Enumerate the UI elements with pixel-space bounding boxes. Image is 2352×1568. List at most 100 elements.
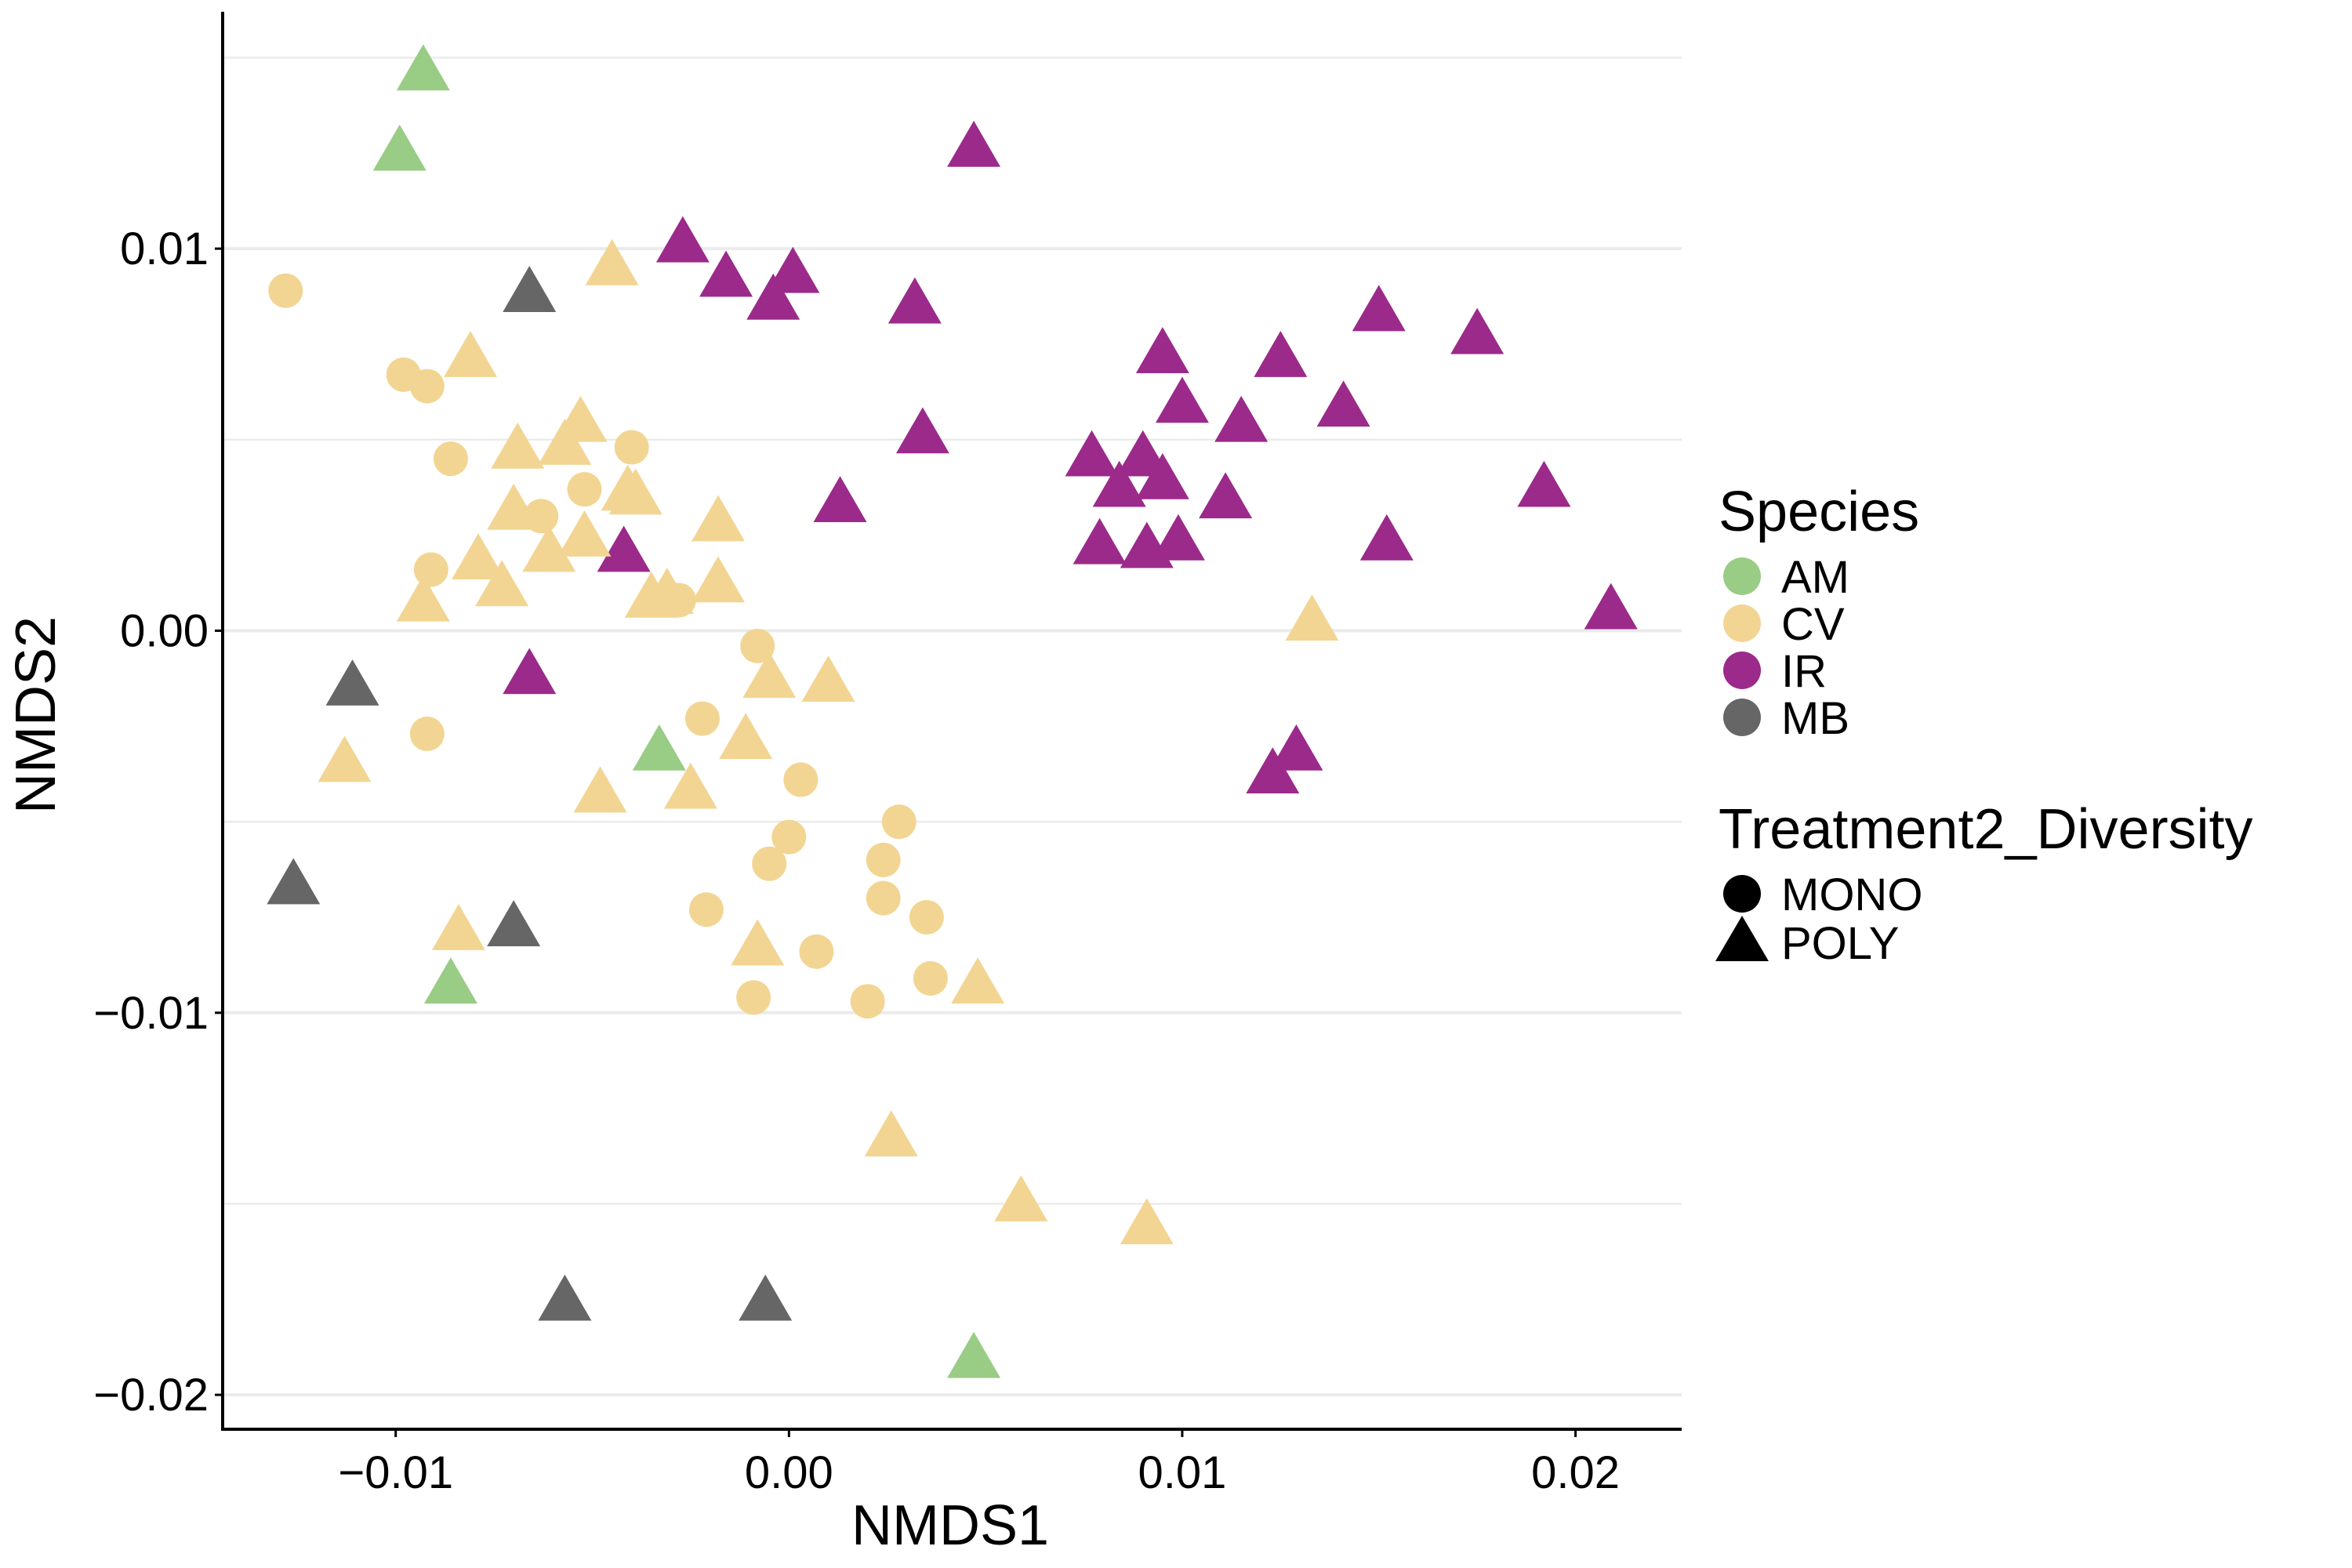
point-cv-mono xyxy=(909,899,944,935)
point-cv-poly xyxy=(557,510,612,557)
point-cv-poly xyxy=(1285,594,1339,641)
point-am-poly xyxy=(423,957,477,1004)
x-tick-label: −0.01 xyxy=(338,1447,453,1498)
point-cv-mono xyxy=(881,804,916,840)
point-cv-poly xyxy=(318,735,372,782)
point-ir-poly xyxy=(1450,307,1504,354)
point-am-poly xyxy=(632,724,686,771)
point-cv-poly xyxy=(491,422,545,469)
point-cv-poly xyxy=(742,652,797,699)
point-cv-poly xyxy=(731,919,785,966)
legend-key-circle xyxy=(1723,875,1761,913)
point-cv-poly xyxy=(640,568,694,614)
point-ir-poly xyxy=(887,277,942,324)
point-cv-mono xyxy=(799,934,834,969)
point-cv-mono xyxy=(614,430,649,465)
point-cv-poly xyxy=(801,655,855,702)
point-ir-poly xyxy=(1151,514,1205,561)
point-cv-poly xyxy=(994,1175,1048,1221)
legend-key-mb xyxy=(1723,699,1761,736)
point-mb-poly xyxy=(739,1274,793,1321)
point-ir-poly xyxy=(895,407,949,454)
point-mb-poly xyxy=(503,266,557,312)
point-ir-poly xyxy=(1359,514,1414,561)
point-ir-poly xyxy=(1517,460,1571,507)
legend-title-diversity: Treatment2_Diversity xyxy=(1719,798,2253,861)
point-cv-poly xyxy=(431,904,485,950)
point-ir-poly xyxy=(597,525,651,572)
legend-label-mb: MB xyxy=(1781,693,1849,744)
point-ir-poly xyxy=(1199,472,1253,519)
point-ir-poly xyxy=(1135,327,1189,373)
point-cv-mono xyxy=(783,762,818,797)
point-ir-poly xyxy=(766,246,820,293)
point-ir-poly xyxy=(947,120,1001,167)
point-cv-poly xyxy=(719,713,773,760)
point-cv-poly xyxy=(573,766,627,813)
x-axis-title: NMDS1 xyxy=(851,1494,1049,1557)
point-cv-mono xyxy=(850,984,885,1019)
x-tick-label: 0.00 xyxy=(745,1447,833,1498)
legend-key-triangle xyxy=(1715,916,1769,961)
point-cv-poly xyxy=(585,239,639,285)
point-cv-mono xyxy=(866,880,901,916)
point-am-poly xyxy=(396,44,450,91)
point-cv-mono xyxy=(433,441,468,477)
point-cv-poly xyxy=(864,1110,918,1156)
point-cv-mono xyxy=(736,980,771,1015)
point-ir-poly xyxy=(1269,724,1323,771)
point-am-poly xyxy=(372,124,426,171)
point-cv-poly xyxy=(444,331,498,377)
point-cv-poly xyxy=(475,560,529,607)
point-cv-mono xyxy=(740,628,775,663)
point-cv-poly xyxy=(691,495,746,542)
point-cv-poly xyxy=(538,419,592,465)
y-tick-label: 0.00 xyxy=(120,605,209,656)
legend-key-cv xyxy=(1723,604,1761,642)
point-ir-poly xyxy=(699,250,753,297)
data-points xyxy=(267,44,1638,1378)
point-ir-poly xyxy=(1246,747,1300,794)
point-cv-mono xyxy=(567,472,602,507)
y-tick-label: 0.01 xyxy=(120,223,209,274)
y-tick-label: −0.01 xyxy=(93,988,209,1039)
point-ir-poly xyxy=(746,273,800,320)
point-cv-poly xyxy=(452,533,506,580)
point-ir-poly xyxy=(1065,430,1119,477)
point-ir-poly xyxy=(1092,460,1146,507)
point-cv-poly xyxy=(396,575,450,622)
point-cv-poly xyxy=(691,556,746,603)
point-cv-mono xyxy=(409,717,445,752)
x-tick-label: 0.01 xyxy=(1138,1447,1227,1498)
point-ir-poly xyxy=(1254,331,1308,377)
point-ir-poly xyxy=(1316,380,1370,427)
point-cv-mono xyxy=(913,960,948,996)
legend-label-am: AM xyxy=(1781,552,1849,603)
point-am-poly xyxy=(947,1331,1001,1378)
legend-label-mono: MONO xyxy=(1781,869,1922,920)
y-axis-title: NMDS2 xyxy=(5,616,67,814)
point-cv-mono xyxy=(771,819,807,855)
point-cv-poly xyxy=(1120,1198,1174,1245)
point-cv-poly xyxy=(487,483,541,530)
point-cv-poly xyxy=(951,957,1005,1004)
x-tick-label: 0.02 xyxy=(1531,1447,1620,1498)
point-cv-mono xyxy=(866,842,901,877)
legend-key-ir xyxy=(1723,652,1761,689)
legend-label-cv: CV xyxy=(1781,599,1845,650)
point-ir-poly xyxy=(1155,376,1209,423)
point-ir-poly xyxy=(1135,452,1189,499)
point-mb-poly xyxy=(538,1274,592,1321)
point-cv-mono xyxy=(413,552,448,587)
point-ir-poly xyxy=(1584,583,1638,630)
point-ir-poly xyxy=(813,476,867,523)
point-mb-poly xyxy=(267,858,321,905)
point-ir-poly xyxy=(1352,285,1406,332)
point-mb-poly xyxy=(325,659,379,706)
point-cv-mono xyxy=(688,892,724,927)
point-cv-poly xyxy=(522,525,576,572)
point-cv-poly xyxy=(663,762,717,809)
point-ir-poly xyxy=(503,648,557,695)
